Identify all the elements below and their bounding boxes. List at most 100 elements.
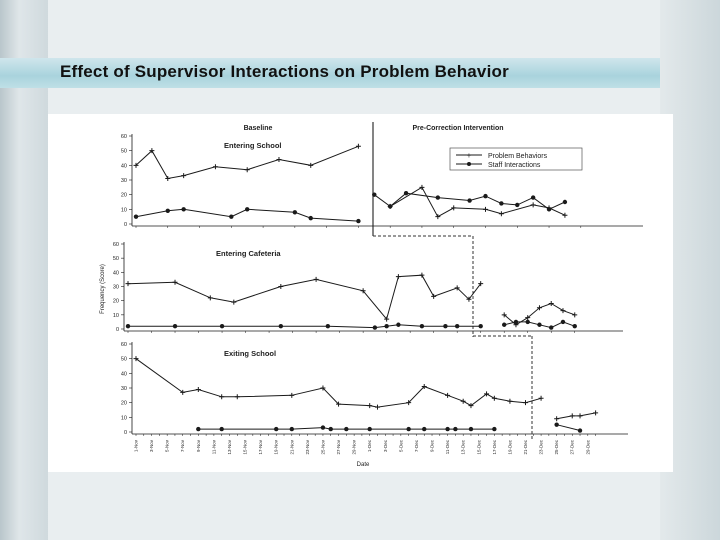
legend-marker-staff <box>467 162 471 166</box>
data-point-2-staff-baseline-3 <box>278 323 284 329</box>
y-tick-label-2-60: 60 <box>113 242 119 248</box>
panel-title-1: Entering School <box>224 141 282 150</box>
data-point-3-problem-intervention-3 <box>593 410 599 416</box>
data-point-2-staff-baseline-2 <box>219 323 225 329</box>
data-point-1-staff-baseline-4 <box>245 207 250 212</box>
data-point-2-staff-intervention-0 <box>502 322 507 327</box>
data-point-3-problem-baseline-13 <box>460 398 466 404</box>
data-point-1-staff-baseline-0 <box>133 214 139 219</box>
data-point-1-problem-baseline-1 <box>149 148 155 154</box>
data-point-1-staff-intervention-5 <box>483 193 488 199</box>
x-tick-label-30: 1-Dec <box>367 439 372 452</box>
x-tick-label-50: 21-Dec <box>523 439 528 454</box>
data-point-1-problem-intervention-3 <box>451 205 457 211</box>
x-tick-label-44: 15-Dec <box>476 439 481 454</box>
data-point-2-staff-baseline-7 <box>396 322 401 327</box>
data-point-2-staff-baseline-0 <box>125 323 131 329</box>
chart-svg: Baseline Pre-Correction Intervention + Prob… <box>100 122 643 468</box>
data-point-2-staff-baseline-5 <box>372 325 378 330</box>
x-tick-label-38: 9-Dec <box>430 439 435 452</box>
data-point-1-problem-intervention-1 <box>419 184 425 190</box>
y-tick-label-1-10: 10 <box>121 207 127 213</box>
y-tick-label-3-40: 40 <box>121 371 127 377</box>
data-point-2-staff-baseline-9 <box>443 323 448 329</box>
data-point-3-staff-baseline-13 <box>492 426 497 432</box>
x-tick-label-42: 13-Dec <box>461 439 466 454</box>
data-point-3-problem-baseline-6 <box>320 385 326 391</box>
data-point-2-staff-baseline-6 <box>384 323 389 329</box>
data-point-1-staff-intervention-9 <box>546 207 552 212</box>
data-point-3-staff-baseline-5 <box>328 426 333 432</box>
data-point-1-staff-baseline-1 <box>165 208 170 213</box>
data-point-2-staff-intervention-1 <box>513 319 519 325</box>
data-point-3-problem-baseline-3 <box>219 394 225 400</box>
data-point-3-staff-baseline-8 <box>406 426 411 432</box>
y-tick-label-3-50: 50 <box>121 357 127 363</box>
x-tick-label-2: 3-Nov <box>149 439 154 452</box>
x-tick-label-8: 9-Nov <box>196 439 201 452</box>
data-point-1-problem-baseline-3 <box>181 173 187 179</box>
data-point-2-staff-intervention-3 <box>537 322 542 327</box>
data-point-2-problem-baseline-1 <box>172 279 178 285</box>
legend-marker-problem: + <box>467 151 472 160</box>
data-point-2-problem-baseline-10 <box>431 293 437 299</box>
data-point-1-problem-intervention-2 <box>435 214 441 220</box>
series-line-3-problem-baseline <box>135 358 542 408</box>
data-point-1-staff-intervention-0 <box>372 192 377 197</box>
x-tick-label-52: 23-Dec <box>539 439 544 454</box>
data-point-1-problem-baseline-0 <box>133 162 139 168</box>
data-point-2-problem-baseline-2 <box>207 295 213 301</box>
data-point-2-staff-baseline-8 <box>419 323 425 329</box>
x-tick-label-24: 25-Nov <box>320 439 325 454</box>
data-point-3-staff-baseline-2 <box>274 426 279 432</box>
data-point-1-staff-intervention-1 <box>387 204 393 209</box>
data-point-1-staff-intervention-8 <box>530 195 536 200</box>
y-tick-label-3-10: 10 <box>121 415 127 421</box>
data-point-1-staff-baseline-5 <box>292 210 298 215</box>
data-point-3-problem-baseline-11 <box>421 384 427 390</box>
data-point-2-staff-baseline-1 <box>172 323 178 329</box>
data-point-1-problem-intervention-5 <box>498 211 504 217</box>
data-point-1-staff-intervention-7 <box>515 202 520 208</box>
x-tick-label-26: 27-Nov <box>336 439 341 454</box>
data-point-1-staff-intervention-6 <box>499 201 504 206</box>
data-point-2-problem-baseline-12 <box>466 296 472 302</box>
x-tick-label-6: 7-Nov <box>180 439 185 452</box>
y-tick-label-1-60: 60 <box>121 134 127 140</box>
series-line-3-problem-intervention <box>556 412 596 420</box>
slide-title-band <box>0 58 720 88</box>
data-point-3-problem-baseline-7 <box>336 401 342 407</box>
x-tick-label-46: 17-Dec <box>492 439 497 454</box>
data-point-1-problem-baseline-8 <box>355 143 361 149</box>
data-point-3-problem-baseline-12 <box>445 392 451 398</box>
data-point-3-staff-baseline-11 <box>453 426 458 432</box>
y-tick-label-2-40: 40 <box>113 270 119 276</box>
legend-box <box>449 147 583 171</box>
series-line-2-problem-baseline <box>127 274 482 321</box>
data-point-3-staff-baseline-10 <box>445 426 450 432</box>
data-point-1-problem-intervention-4 <box>482 206 488 212</box>
x-tick-label-16: 17-Nov <box>258 439 263 454</box>
data-point-3-problem-baseline-14 <box>468 403 474 409</box>
data-point-2-staff-intervention-5 <box>560 319 566 325</box>
series-line-1-problem-baseline <box>135 145 359 180</box>
x-tick-label-0: 1-Nov <box>134 439 139 452</box>
data-point-2-problem-baseline-3 <box>231 299 237 305</box>
slide-background-left <box>0 0 48 540</box>
data-point-3-problem-baseline-18 <box>523 400 528 406</box>
data-point-3-staff-baseline-12 <box>468 426 474 432</box>
data-point-3-staff-baseline-7 <box>367 426 372 432</box>
data-point-2-staff-intervention-2 <box>525 319 530 325</box>
data-point-3-staff-baseline-0 <box>196 426 201 432</box>
y-tick-label-3-60: 60 <box>121 342 127 348</box>
data-point-3-problem-intervention-0 <box>554 416 560 422</box>
data-point-1-problem-intervention-8 <box>562 212 568 218</box>
y-tick-label-1-30: 30 <box>121 178 127 184</box>
x-tick-label-56: 27-Dec <box>570 439 575 454</box>
data-point-3-staff-baseline-6 <box>344 426 349 432</box>
y-axis-label: Frequency (Score) <box>100 264 106 314</box>
data-point-1-staff-intervention-3 <box>435 195 441 200</box>
data-point-1-staff-intervention-4 <box>467 198 472 203</box>
data-point-2-problem-baseline-0 <box>125 281 131 287</box>
x-tick-label-32: 3-Dec <box>383 439 388 452</box>
